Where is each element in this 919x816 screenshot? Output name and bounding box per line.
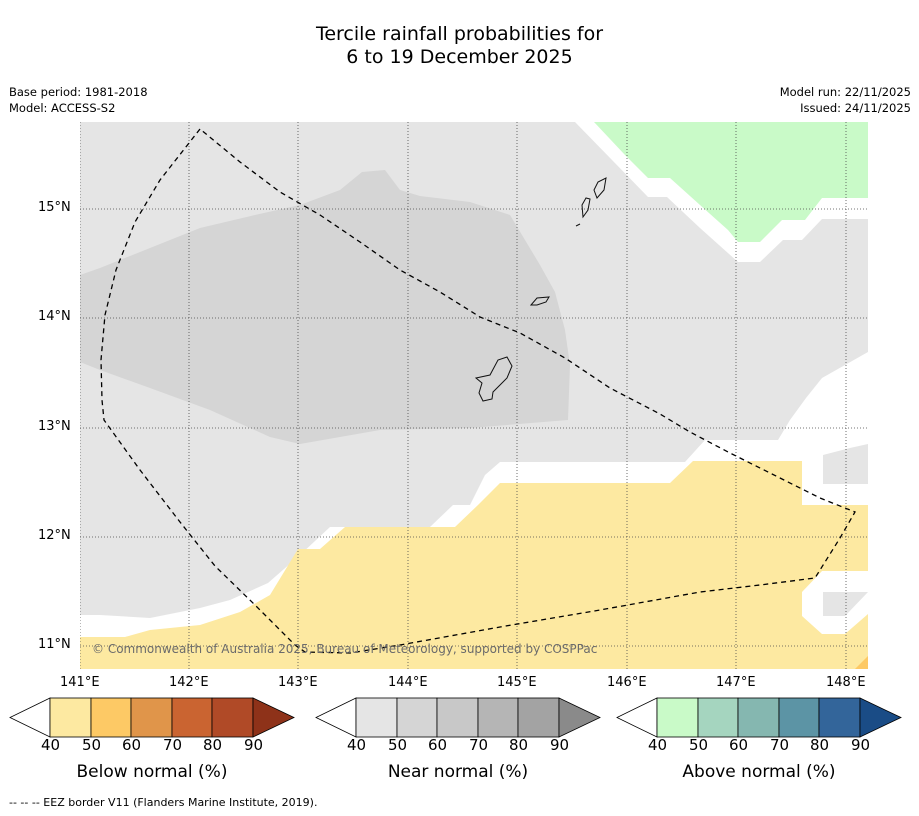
lon-label-142e: 142°E: [169, 675, 209, 690]
below-tick-70: 70: [163, 736, 183, 754]
base-period-label: Base period: 1981-2018: [9, 85, 148, 99]
near-normal-swatch-50-60: [396, 697, 438, 738]
colorbar-above-normal: [616, 697, 902, 738]
below-tick-60: 60: [122, 736, 142, 754]
near-normal-swatch-60-70: [436, 697, 479, 738]
above-normal-swatch-60-70: [737, 697, 780, 738]
above-tick-40: 40: [648, 736, 668, 754]
above-normal-swatch-over-90: [859, 697, 902, 738]
above-tick-50: 50: [689, 736, 709, 754]
below-normal-swatch-40-50: [49, 697, 92, 738]
lat-label-15n: 15°N: [38, 200, 71, 215]
below-normal-label: Below normal (%): [76, 762, 228, 782]
island-tinian: [581, 197, 591, 219]
near-tick-60: 60: [428, 736, 448, 754]
island-aguijan: [575, 223, 581, 227]
lat-label-12n: 12°N: [38, 528, 71, 543]
map-title-line-2: 6 to 19 December 2025: [346, 46, 573, 68]
near-tick-80: 80: [509, 736, 529, 754]
lon-label-148e: 148°E: [826, 675, 866, 690]
issued-label: Issued: 24/11/2025: [800, 101, 911, 115]
above-normal-region: [594, 122, 868, 242]
above-tick-60: 60: [729, 736, 749, 754]
lon-label-141e: 141°E: [60, 675, 100, 690]
map-area: [80, 122, 868, 669]
near-normal-swatch-70-80: [477, 697, 519, 738]
model-label: Model: ACCESS-S2: [9, 101, 116, 115]
lon-label-146e: 146°E: [607, 675, 647, 690]
lat-label-11n: 11°N: [38, 637, 71, 652]
island-saipan: [593, 177, 607, 199]
graticule: [80, 122, 868, 669]
near-normal-patch-east: [823, 444, 868, 484]
island-rota: [529, 296, 550, 306]
colorbar-below-normal: [9, 697, 295, 738]
lon-label-144e: 144°E: [388, 675, 428, 690]
lat-label-14n: 14°N: [38, 309, 71, 324]
above-normal-swatch-70-80: [778, 697, 820, 738]
below-normal-50-region: [855, 656, 868, 669]
below-normal-swatch-80-90: [211, 697, 254, 738]
above-tick-80: 80: [810, 736, 830, 754]
above-normal-swatch-40-50: [656, 697, 699, 738]
below-normal-swatch-under-40: [9, 697, 51, 738]
near-normal-50-region: [80, 170, 570, 444]
near-normal-label: Near normal (%): [387, 762, 529, 782]
lon-label-143e: 143°E: [278, 675, 318, 690]
above-tick-70: 70: [770, 736, 790, 754]
colorbar-near-normal: [315, 697, 601, 738]
near-tick-90: 90: [550, 736, 570, 754]
near-tick-40: 40: [347, 736, 367, 754]
below-tick-50: 50: [82, 736, 102, 754]
copyright-watermark: © Commonwealth of Australia 2025, Bureau…: [92, 642, 598, 656]
below-normal-swatch-50-60: [90, 697, 132, 738]
above-normal-swatch-80-90: [818, 697, 861, 738]
below-tick-90: 90: [244, 736, 264, 754]
near-normal-swatch-over-90: [558, 697, 601, 738]
below-normal-40-region: [80, 461, 868, 669]
near-tick-70: 70: [469, 736, 489, 754]
map-title-line-1: Tercile rainfall probabilities for: [315, 23, 604, 45]
lat-label-13n: 13°N: [38, 419, 71, 434]
below-normal-swatch-over-90: [252, 697, 295, 738]
model-run-label: Model run: 22/11/2025: [779, 85, 911, 99]
above-normal-swatch-under-40: [616, 697, 658, 738]
near-normal-swatch-80-90: [517, 697, 560, 738]
near-normal-patch-southeast: [823, 592, 868, 616]
lon-label-147e: 147°E: [716, 675, 756, 690]
above-tick-90: 90: [851, 736, 871, 754]
islands: [474, 177, 607, 402]
below-normal-swatch-70-80: [171, 697, 213, 738]
above-normal-label: Above normal (%): [682, 762, 836, 782]
near-normal-swatch-40-50: [355, 697, 398, 738]
near-tick-50: 50: [388, 736, 408, 754]
below-normal-swatch-60-70: [130, 697, 173, 738]
island-guam: [474, 356, 513, 402]
above-normal-swatch-50-60: [697, 697, 739, 738]
lon-label-145e: 145°E: [497, 675, 537, 690]
near-normal-swatch-under-40: [315, 697, 357, 738]
eez-border-footnote: -- -- -- EEZ border V11 (Flanders Marine…: [9, 796, 318, 809]
below-tick-80: 80: [203, 736, 223, 754]
below-tick-40: 40: [41, 736, 61, 754]
